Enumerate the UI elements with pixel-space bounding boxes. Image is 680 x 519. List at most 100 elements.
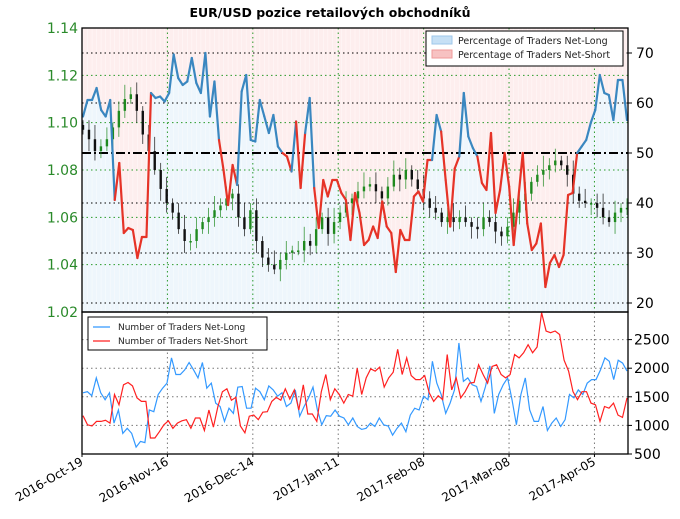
candle-body: [577, 193, 581, 201]
pct-net-long-segment: [317, 178, 325, 230]
candle-body: [410, 170, 413, 180]
candle-body: [619, 207, 623, 213]
candle-body: [398, 174, 402, 180]
pct-net-long-segment: [508, 185, 515, 247]
pct-net-long-segment: [163, 91, 171, 103]
candle-body: [326, 217, 330, 234]
pct-net-long-segment: [381, 200, 388, 228]
candle-body: [189, 241, 192, 243]
pct-net-long-segment: [340, 191, 348, 202]
candle-body: [613, 212, 617, 223]
pct-net-long-segment: [394, 228, 402, 274]
pct-net-long-segment: [580, 138, 588, 148]
left-tick-label: 1.10: [47, 116, 78, 132]
pct-net-long-segment: [358, 211, 366, 247]
pct-net-long-segment: [421, 158, 429, 203]
pct-net-long-segment: [621, 78, 629, 122]
pct-net-long-segment: [226, 163, 234, 207]
count-tick-label: 2000: [634, 361, 670, 377]
pct-net-long-segment: [349, 191, 357, 242]
candle-body: [291, 250, 294, 253]
pct-net-long-segment: [222, 168, 230, 207]
right-tick-label: 30: [636, 246, 654, 262]
pct-net-long-segment: [190, 56, 198, 85]
legend-label-count-short: Number of Traders Net-Short: [118, 337, 248, 347]
candle-body: [177, 212, 180, 230]
right-tick-label: 50: [636, 146, 654, 162]
count-tick-label: 1500: [634, 390, 670, 406]
pct-net-long-segment: [612, 78, 620, 122]
candle-body: [506, 226, 509, 237]
candle-body: [93, 139, 97, 152]
candle-body: [404, 170, 408, 180]
candle-body: [195, 229, 198, 241]
pct-net-long-segment: [353, 191, 361, 215]
candle-body: [494, 222, 497, 232]
candle-body: [530, 181, 533, 194]
candle-body: [500, 231, 503, 237]
legend-swatch-net-short: [431, 49, 453, 59]
candle-body: [332, 222, 336, 234]
pct-net-long-segment: [267, 113, 275, 135]
candle-body: [183, 229, 186, 241]
candle-body: [243, 217, 246, 230]
pct-net-long-segment: [199, 51, 207, 95]
pct-net-long-segment: [557, 253, 565, 269]
pct-net-long-segment: [145, 91, 153, 239]
candle-body: [261, 241, 264, 258]
pct-net-long-segment: [444, 178, 452, 228]
legend-label-count-long: Number of Traders Net-Long: [118, 323, 245, 333]
candle-body: [482, 217, 485, 230]
candle-body: [117, 110, 121, 128]
pct-net-long-segment: [367, 225, 375, 242]
pct-net-long-segment: [607, 93, 615, 122]
candle-body: [583, 200, 587, 204]
candle-body: [219, 205, 222, 211]
pct-net-long-segment: [562, 193, 570, 257]
candle-body: [338, 212, 342, 223]
pct-net-long-segment: [539, 222, 547, 289]
net-short-count-line: [82, 312, 628, 439]
candle-body: [297, 250, 300, 252]
left-tick-label: 1.08: [47, 163, 78, 179]
net-long-count-line: [82, 342, 628, 449]
pct-net-long-segment: [177, 76, 184, 87]
candle-body: [356, 191, 360, 199]
candle-body: [554, 160, 557, 166]
pct-net-long-segment: [476, 155, 484, 185]
pct-net-long-segment: [136, 235, 144, 260]
candle-body: [308, 241, 312, 246]
candle-body: [111, 127, 115, 140]
left-tick-label: 1.06: [47, 210, 78, 226]
candle-body: [440, 212, 443, 223]
candle-body: [595, 203, 599, 208]
x-tick-label: 2016-Oct-19: [13, 454, 85, 504]
pct-net-long-segment: [440, 130, 447, 182]
pct-net-long-segment: [598, 73, 606, 95]
pct-net-long-segment: [485, 131, 493, 192]
pct-net-long-segment: [390, 231, 397, 274]
pct-net-long-segment: [335, 178, 343, 195]
candle-body: [249, 210, 252, 230]
pct-net-long-segment: [322, 178, 329, 198]
pct-net-long-segment: [517, 151, 524, 202]
candle-body: [81, 125, 85, 130]
x-tick-label: 2017-Jan-11: [271, 454, 342, 503]
right-tick-label: 40: [636, 196, 654, 212]
pct-net-long-segment: [571, 151, 579, 195]
pct-net-long-segment: [467, 135, 474, 150]
pct-net-long-segment: [217, 138, 225, 172]
candle-body: [207, 217, 210, 223]
candle-body: [213, 210, 216, 218]
pct-net-long-segment: [208, 80, 216, 118]
pct-net-long-segment: [553, 253, 561, 269]
pct-net-long-segment: [585, 121, 592, 142]
candle-body: [255, 210, 258, 241]
candle-body: [368, 184, 372, 187]
pct-net-long-segment: [186, 56, 193, 83]
count-tick-label: 500: [634, 447, 661, 463]
pct-net-long-segment: [362, 238, 370, 247]
candle-body: [279, 259, 282, 270]
candle-body: [434, 207, 437, 213]
pct-net-long-segment: [498, 151, 506, 192]
